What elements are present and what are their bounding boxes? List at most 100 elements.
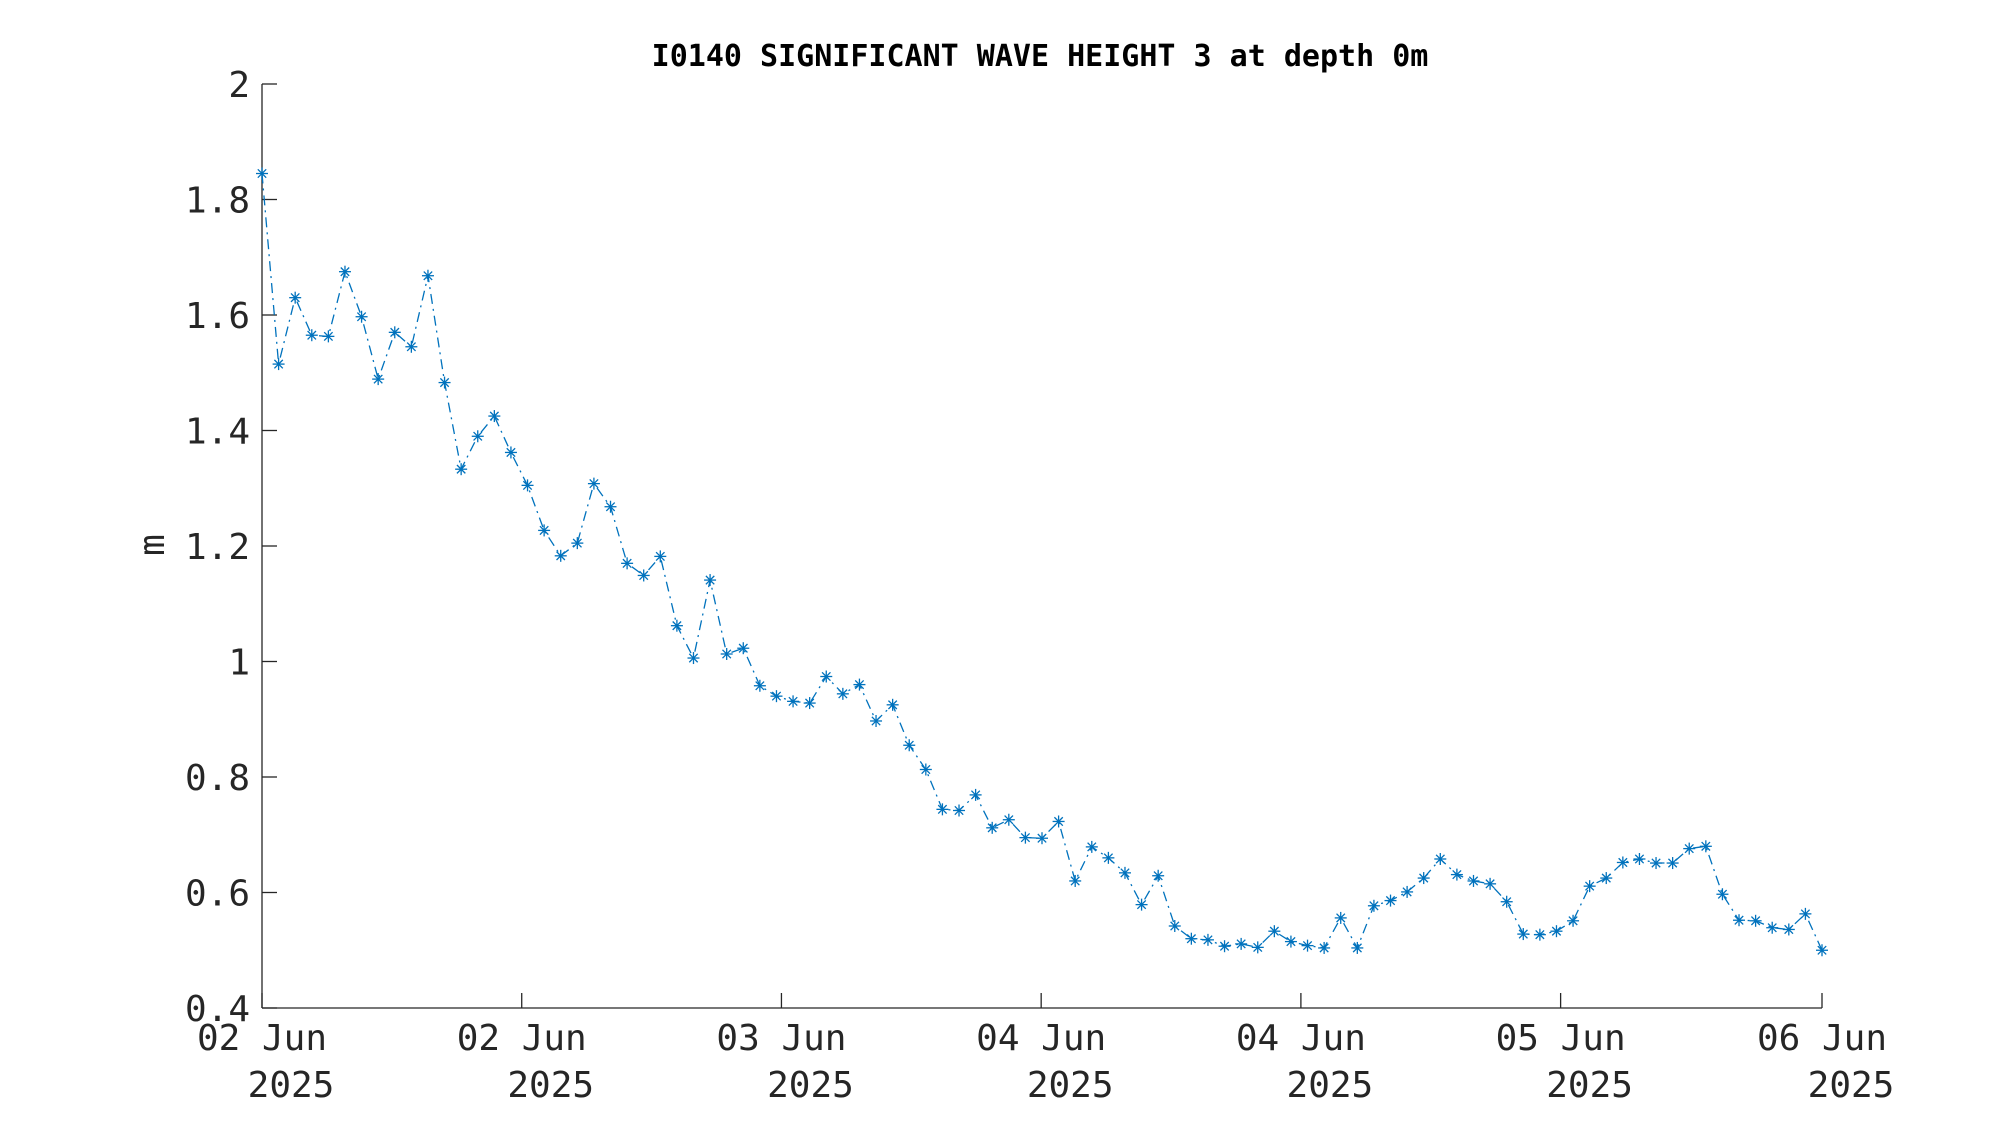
x-tick-label-date: 02 Jun (457, 1018, 587, 1059)
data-point (1766, 921, 1779, 934)
data-point (587, 477, 600, 490)
data-point (538, 524, 551, 537)
y-tick-label: 1.2 (185, 527, 250, 568)
y-tick-label: 0.4 (185, 989, 250, 1030)
data-point (1467, 874, 1480, 887)
y-tick-label: 1.6 (185, 296, 250, 337)
data-point (1699, 840, 1712, 853)
data-point (355, 310, 368, 323)
data-point (1434, 853, 1447, 866)
x-tick-label-year: 2025 (248, 1065, 335, 1106)
data-series (256, 167, 1828, 957)
x-tick-label-year: 2025 (1808, 1065, 1895, 1106)
data-point (953, 804, 966, 817)
data-point (521, 479, 534, 492)
data-point (554, 549, 567, 562)
x-tick-label-year: 2025 (507, 1065, 594, 1106)
data-point (1185, 932, 1198, 945)
data-point (1284, 935, 1297, 948)
series-line (261, 173, 1823, 951)
data-point (1019, 831, 1032, 844)
x-tick-label-date: 04 Jun (1236, 1018, 1366, 1059)
data-point (1533, 928, 1546, 941)
chart-title: I0140 SIGNIFICANT WAVE HEIGHT 3 at depth… (652, 39, 1429, 74)
data-point (637, 569, 650, 582)
data-point (1318, 941, 1331, 954)
data-point (1484, 877, 1497, 890)
data-point (853, 678, 866, 691)
data-point (704, 574, 717, 587)
x-axis-ticks: 02 Jun 2025 02 Jun 2025 03 Jun 2025 04 Jun 2025… (197, 993, 1894, 1106)
data-point (1716, 888, 1729, 901)
data-point (803, 697, 816, 710)
data-point (903, 739, 916, 752)
data-point (986, 821, 999, 834)
data-point (338, 265, 351, 278)
data-point (737, 642, 750, 655)
data-point (820, 670, 833, 683)
data-point (621, 557, 634, 570)
data-point (1168, 919, 1181, 932)
data-point (1550, 925, 1563, 938)
y-tick-label: 1.8 (185, 181, 250, 222)
data-point (836, 687, 849, 700)
data-point (720, 647, 733, 660)
data-point (1201, 933, 1214, 946)
data-point (471, 430, 484, 443)
data-point (1401, 885, 1414, 898)
data-point (969, 788, 982, 801)
data-point (421, 269, 434, 282)
data-point (1301, 939, 1314, 952)
data-point (1135, 898, 1148, 911)
axes (261, 84, 1822, 1009)
y-tick-label: 2 (228, 65, 250, 106)
y-tick-label: 0.8 (185, 758, 250, 799)
x-tick-label-date: 05 Jun (1496, 1018, 1626, 1059)
data-point (372, 373, 385, 386)
data-point (936, 803, 949, 816)
data-point (1500, 895, 1513, 908)
data-point (1069, 874, 1082, 887)
data-point (504, 446, 517, 459)
data-point (1251, 941, 1264, 954)
data-point (1733, 914, 1746, 927)
data-point (1417, 872, 1430, 885)
y-axis-ticks: 0.4 0.6 0.8 1 1.2 1.4 1.6 1.8 2 (185, 65, 277, 1030)
data-point (322, 330, 335, 343)
data-point (687, 652, 700, 665)
x-tick-label-year: 2025 (767, 1065, 854, 1106)
x-tick-label-date: 02 Jun (197, 1018, 327, 1059)
data-point (1567, 914, 1580, 927)
data-point (455, 463, 468, 476)
x-tick-label-year: 2025 (1027, 1065, 1114, 1106)
data-point (256, 167, 268, 180)
y-tick-label: 1.4 (185, 412, 250, 453)
data-point (1235, 937, 1248, 950)
data-point (886, 698, 899, 711)
data-point (1351, 941, 1364, 954)
x-tick-label-year: 2025 (1287, 1065, 1374, 1106)
data-point (753, 679, 766, 692)
data-point (1683, 842, 1696, 855)
data-point (488, 410, 501, 423)
x-tick-label-year: 2025 (1546, 1065, 1633, 1106)
data-point (272, 358, 285, 371)
y-tick-label: 1 (228, 643, 250, 684)
data-point (654, 550, 667, 563)
data-point (1650, 857, 1663, 870)
data-point (1268, 925, 1281, 938)
data-point (1367, 899, 1380, 912)
data-point (1152, 869, 1165, 882)
data-point (1666, 857, 1679, 870)
data-point (670, 619, 683, 632)
data-point (1102, 851, 1115, 864)
data-point (1782, 923, 1795, 936)
data-point (571, 537, 584, 550)
data-point (1749, 914, 1762, 927)
data-point (1085, 840, 1098, 853)
x-tick-label-date: 03 Jun (716, 1018, 846, 1059)
x-tick-label-date: 06 Jun (1757, 1018, 1887, 1059)
data-point (438, 376, 451, 389)
data-point (1052, 815, 1065, 828)
y-axis-label: m (132, 534, 173, 556)
